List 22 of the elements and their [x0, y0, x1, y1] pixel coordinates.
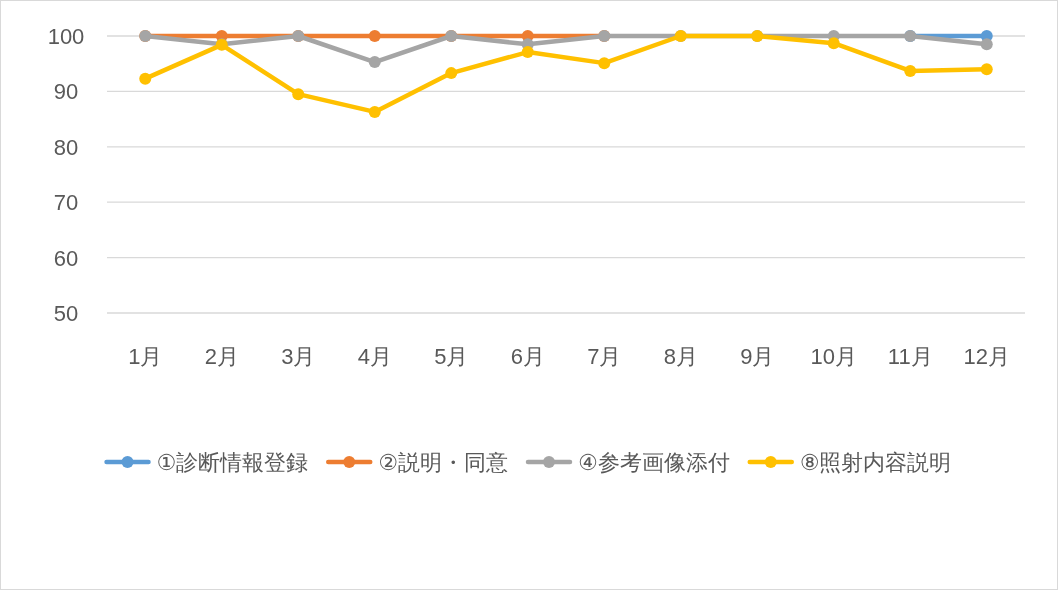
y-tick-label: 50 [53, 301, 79, 326]
x-tick-label: 9月 [740, 344, 775, 369]
x-tick-label: 7月 [587, 344, 622, 369]
y-tick-label: 100 [47, 24, 85, 49]
x-tick-label: 1月 [128, 344, 163, 369]
y-tick-label: 90 [53, 79, 79, 105]
x-tick-label: 10月 [810, 344, 857, 369]
x-tick-label: 4月 [357, 344, 392, 369]
legend-label: ⑧照射内容説明 [799, 450, 952, 475]
x-tick-label: 8月 [663, 344, 698, 369]
x-tick-label: 6月 [510, 344, 545, 369]
y-tick-label: 70 [53, 190, 79, 216]
x-tick-label: 12月 [963, 344, 1010, 369]
x-tick-label: 2月 [204, 344, 239, 369]
legend-label: ①診断情報登録 [156, 450, 309, 475]
y-tick-label: 60 [53, 245, 79, 271]
legend-label: ②説明・同意 [378, 450, 508, 475]
legend-label: ④参考画像添付 [578, 450, 730, 475]
y-tick-label: 80 [53, 134, 79, 160]
x-tick-label: 5月 [434, 344, 469, 369]
x-tick-label: 11月 [887, 344, 933, 369]
x-tick-label: 3月 [281, 344, 316, 369]
